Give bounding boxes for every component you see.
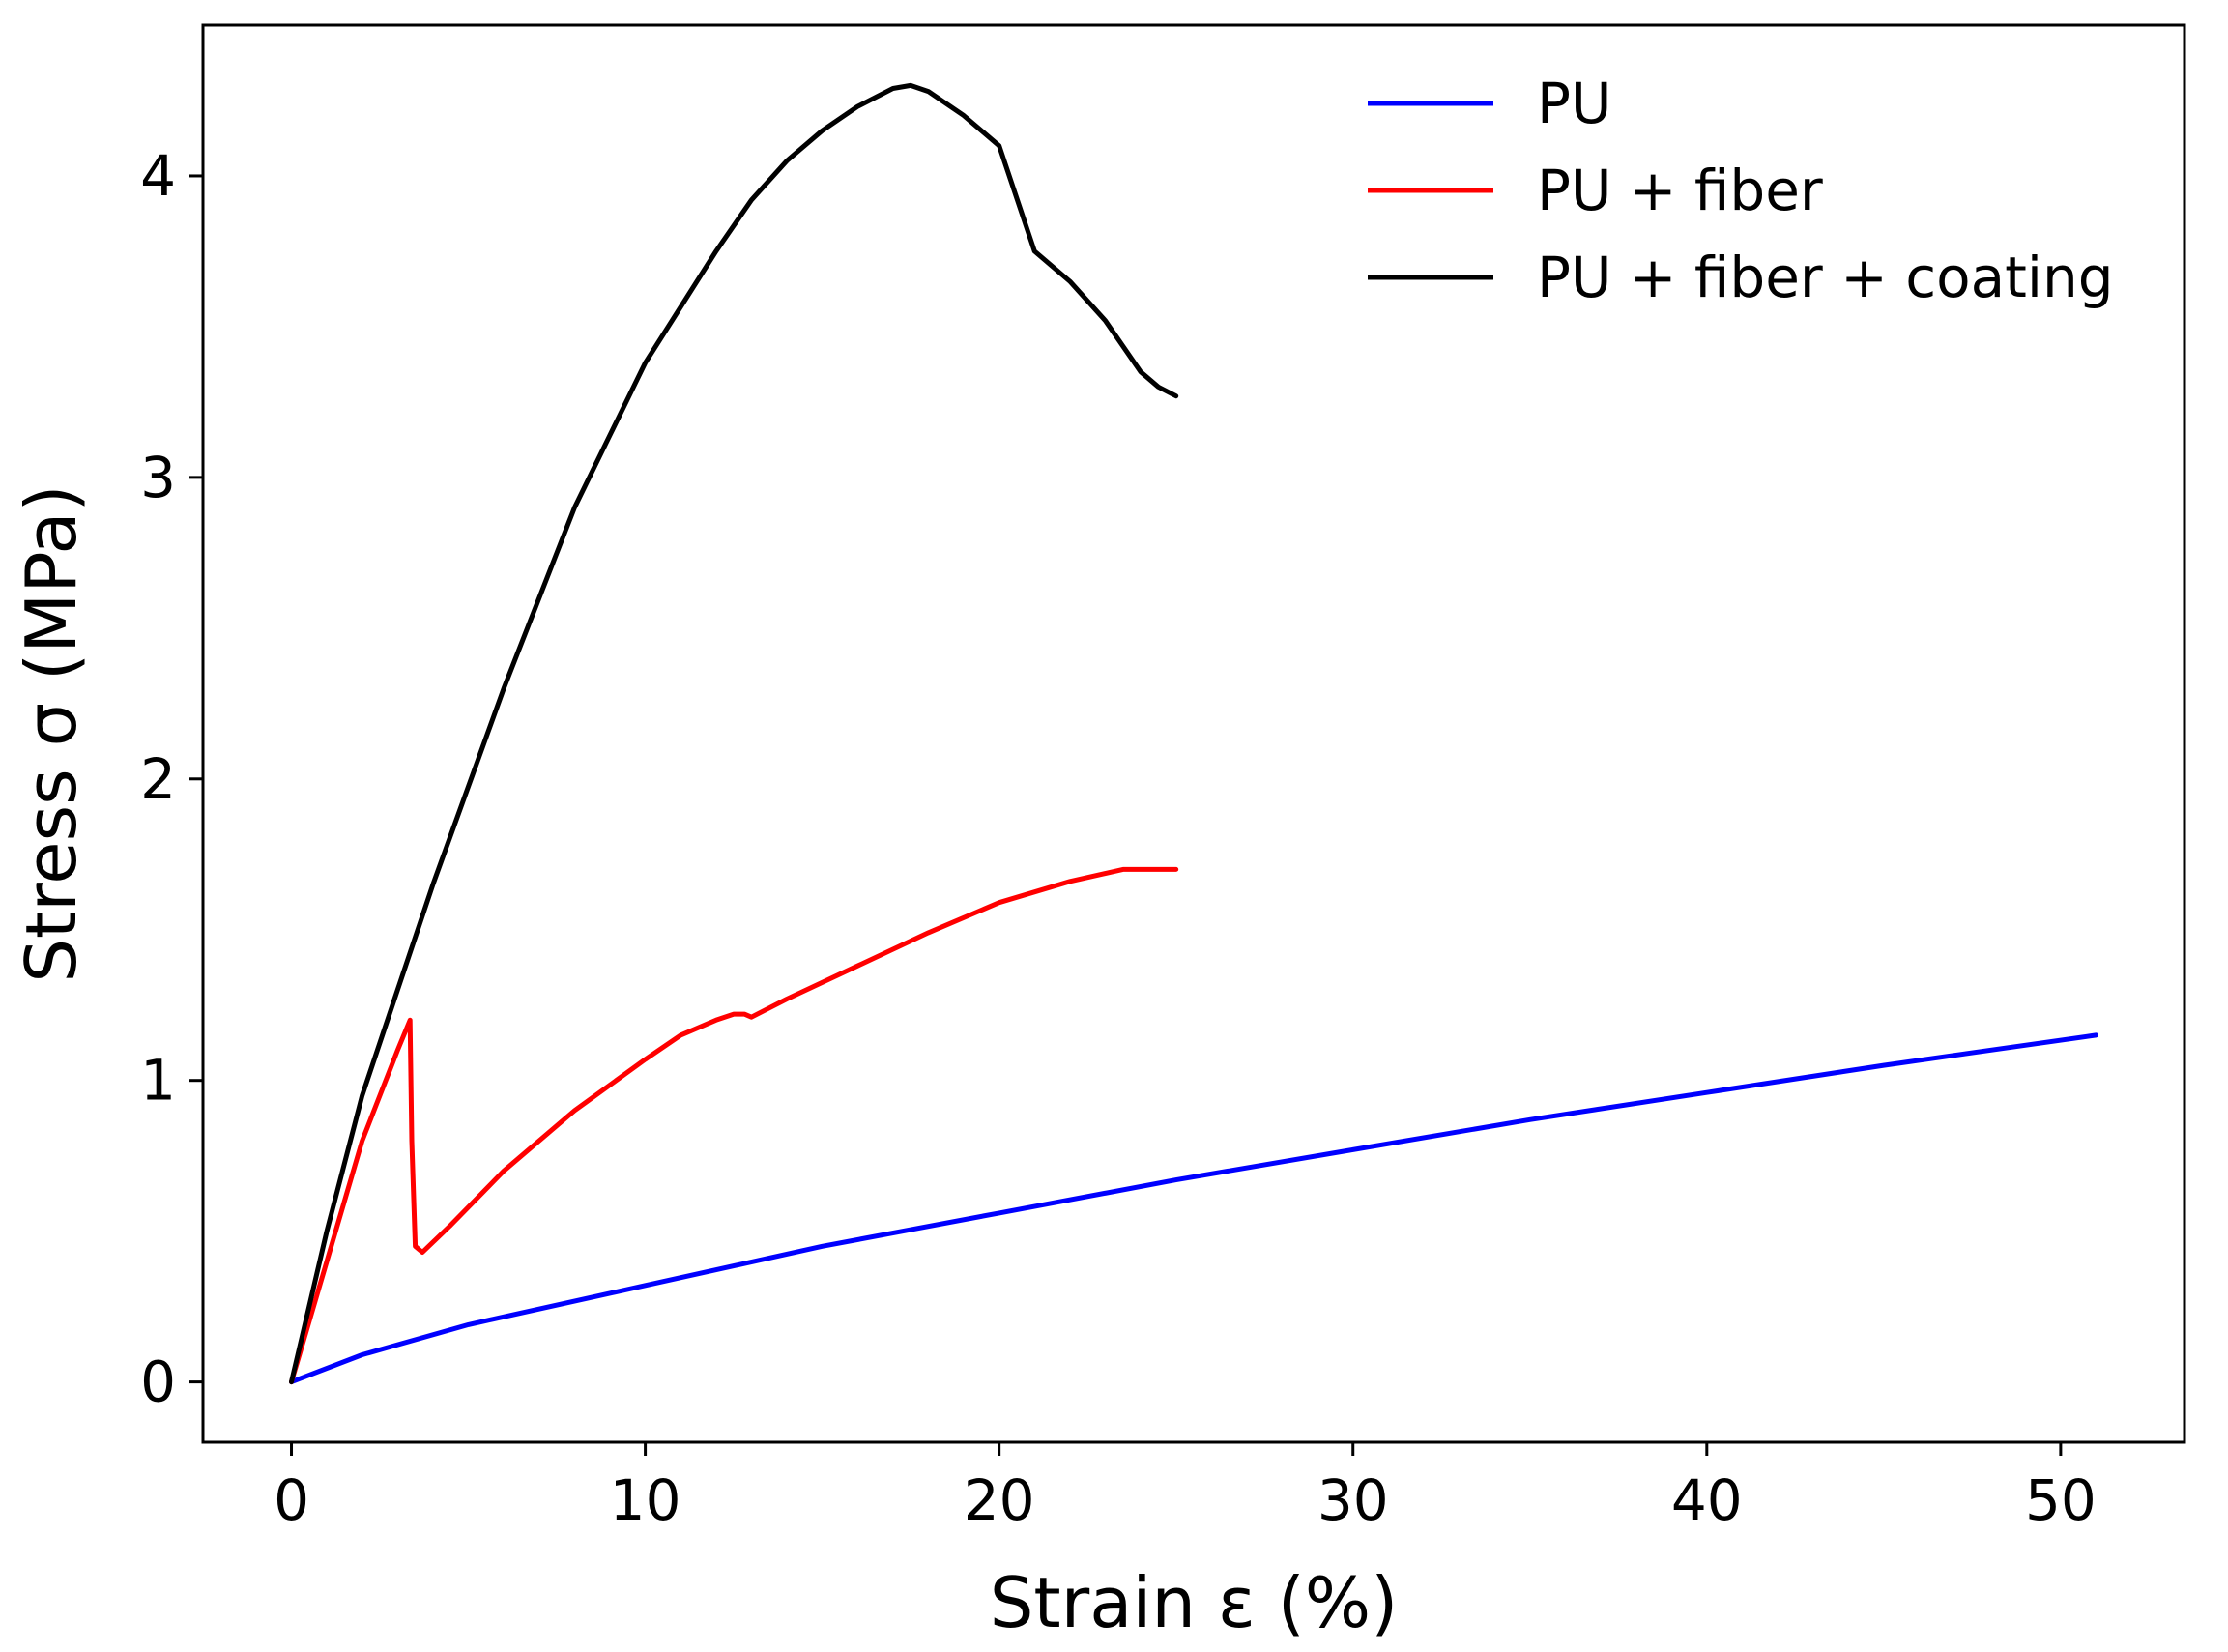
x-tick-label: 30 xyxy=(1317,1467,1389,1533)
y-tick-label: 4 xyxy=(140,143,176,209)
plot-frame xyxy=(201,23,2186,1444)
x-axis-label: Strain ε (%) xyxy=(990,1562,1399,1643)
y-tick-label: 3 xyxy=(140,445,176,510)
series-line-pu xyxy=(289,1032,2098,1385)
y-tick-label: 0 xyxy=(140,1349,176,1415)
legend: PU PU + fiber PU + fiber + coating xyxy=(1368,71,2114,310)
legend-label-pu-fiber-coating: PU + fiber + coating xyxy=(1537,245,2114,310)
y-tick-label: 2 xyxy=(140,746,176,812)
series-layer xyxy=(289,82,2098,1385)
series-line-pu-fiber-coating xyxy=(289,82,1179,1385)
series-line-pu-fiber xyxy=(289,866,1179,1385)
y-axis-label: Stress σ (MPa) xyxy=(11,484,92,982)
x-tick-label: 0 xyxy=(274,1467,309,1533)
legend-label-pu: PU xyxy=(1537,71,1611,136)
x-tick-label: 10 xyxy=(610,1467,681,1533)
x-tick-label: 40 xyxy=(1671,1467,1743,1533)
y-tick-label: 1 xyxy=(140,1048,176,1114)
legend-label-pu-fiber: PU + fiber xyxy=(1537,158,1823,223)
y-axis: 0 1 2 3 4 xyxy=(140,143,203,1415)
x-axis: 0 10 20 30 40 50 xyxy=(274,1442,2097,1533)
x-tick-label: 20 xyxy=(964,1467,1035,1533)
x-tick-label: 50 xyxy=(2025,1467,2097,1533)
